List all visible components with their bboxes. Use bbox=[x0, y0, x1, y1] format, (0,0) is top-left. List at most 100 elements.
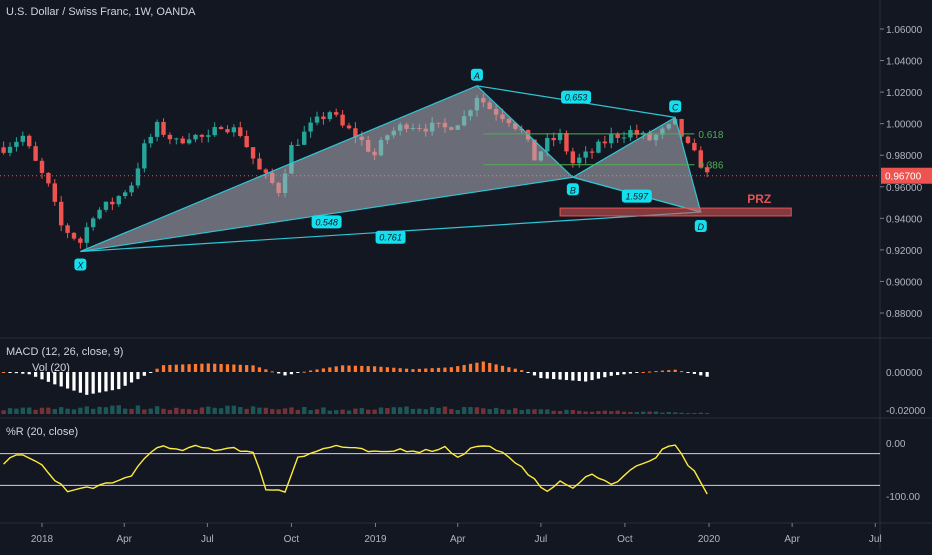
candle-body bbox=[161, 121, 166, 135]
macd-histogram-bar bbox=[513, 368, 517, 372]
volume-bar bbox=[282, 408, 288, 414]
macd-histogram-bar bbox=[392, 367, 396, 372]
candle-body bbox=[570, 151, 576, 164]
macd-histogram-bar bbox=[296, 372, 300, 373]
volume-bar bbox=[193, 409, 198, 414]
macd-histogram-bar bbox=[353, 365, 357, 372]
volume-bar bbox=[302, 407, 307, 414]
candle-body bbox=[142, 143, 147, 169]
candle-body bbox=[71, 232, 77, 239]
macd-histogram-bar bbox=[481, 361, 485, 372]
volume-bar bbox=[27, 407, 32, 414]
candle-body bbox=[327, 112, 333, 120]
macd-histogram-bar bbox=[347, 365, 351, 372]
volume-bar bbox=[589, 411, 595, 414]
volume-bar bbox=[442, 406, 448, 414]
macd-histogram-bar bbox=[65, 372, 70, 389]
macd-histogram-bar bbox=[577, 372, 581, 382]
macd-histogram-bar bbox=[270, 371, 274, 373]
time-tick-label: Jul bbox=[534, 534, 547, 545]
macd-title[interactable]: MACD (12, 26, close, 9) bbox=[6, 346, 124, 358]
candle-body bbox=[602, 141, 608, 144]
wr-title[interactable]: %R (20, close) bbox=[6, 426, 79, 438]
volume-bar bbox=[225, 405, 230, 414]
macd-histogram-bar bbox=[616, 372, 620, 376]
volume-bar bbox=[685, 413, 691, 414]
macd-histogram-bar bbox=[97, 372, 102, 393]
volume-bar bbox=[174, 407, 179, 414]
price-tick-label: 0.88000 bbox=[886, 309, 923, 320]
macd-histogram-bar bbox=[385, 367, 389, 372]
volume-bar bbox=[634, 412, 640, 414]
volume-bar bbox=[1, 410, 6, 414]
macd-histogram-bar bbox=[155, 368, 159, 372]
candle-body bbox=[84, 227, 89, 243]
candle-body bbox=[199, 134, 205, 137]
volume-bar bbox=[84, 406, 89, 414]
macd-histogram-bar bbox=[85, 372, 89, 395]
volume-bar bbox=[71, 409, 77, 414]
volume-bar bbox=[698, 412, 703, 414]
candle-body bbox=[263, 169, 269, 173]
volume-bar bbox=[493, 407, 499, 414]
macd-histogram-bar bbox=[705, 372, 709, 377]
macd-histogram-bar bbox=[654, 371, 658, 373]
time-tick-label: Apr bbox=[450, 534, 466, 545]
candle-body bbox=[634, 130, 640, 135]
ratio-label: 1.597 bbox=[626, 192, 650, 202]
volume-bar bbox=[314, 409, 320, 414]
volume-bar bbox=[660, 412, 665, 414]
symbol-title[interactable]: U.S. Dollar / Swiss Franc, 1W, OANDA bbox=[6, 6, 196, 18]
macd-histogram-bar bbox=[8, 372, 12, 373]
axes: 1.06000 1.04000 1.02000 1.00000 0.98000 0.960… bbox=[31, 25, 932, 545]
macd-histogram-bar bbox=[622, 372, 626, 375]
volume-bar bbox=[653, 411, 659, 414]
macd-histogram-bar bbox=[309, 370, 313, 372]
volume-bar bbox=[199, 407, 205, 414]
fib-level-label: 0.618 bbox=[698, 130, 723, 141]
volume-bar bbox=[487, 409, 492, 414]
volume-bar bbox=[148, 408, 153, 414]
price-tick-label: 0.96000 bbox=[886, 183, 923, 194]
macd-histogram-bar bbox=[596, 372, 601, 379]
macd-histogram-bar bbox=[430, 368, 434, 372]
macd-histogram-bar bbox=[545, 372, 549, 379]
volume-bar bbox=[231, 405, 237, 414]
macd-histogram-bar bbox=[436, 367, 441, 372]
macd-histogram-bar bbox=[245, 365, 249, 372]
volume-bar bbox=[679, 412, 684, 414]
volume-bar bbox=[449, 409, 454, 414]
macd-histogram-bar bbox=[673, 369, 677, 372]
volume-bar bbox=[346, 410, 352, 414]
macd-histogram-bar bbox=[14, 372, 19, 374]
candle-body bbox=[193, 134, 198, 140]
time-tick-label: Jul bbox=[201, 534, 214, 545]
volume-bar bbox=[135, 405, 141, 414]
candle-body bbox=[314, 116, 320, 123]
macd-histogram-bar bbox=[628, 372, 633, 374]
macd-histogram-bar bbox=[417, 368, 421, 372]
wr-tick-label: 0.00 bbox=[886, 439, 906, 450]
vol-title[interactable]: Vol (20) bbox=[32, 362, 70, 374]
macd-histogram-bar bbox=[53, 372, 57, 385]
candle-body bbox=[225, 129, 230, 133]
macd-histogram-bar bbox=[91, 372, 95, 394]
candle-body bbox=[583, 151, 588, 158]
volume-bar bbox=[378, 407, 384, 414]
price-tick-label: 1.04000 bbox=[886, 57, 923, 68]
macd-histogram-bar bbox=[372, 366, 377, 372]
macd-histogram-bar bbox=[641, 372, 645, 373]
macd-histogram-bar bbox=[667, 370, 671, 372]
volume-bar bbox=[372, 409, 377, 414]
macd-histogram-bar bbox=[46, 372, 50, 382]
volume-bar bbox=[142, 409, 147, 414]
current-price-tag bbox=[881, 167, 932, 184]
volume-bar bbox=[110, 405, 115, 414]
candle-body bbox=[206, 135, 211, 137]
volume-bar bbox=[238, 407, 243, 414]
macd-histogram-bar bbox=[334, 366, 338, 372]
candle-body bbox=[545, 137, 550, 152]
candle-body bbox=[1, 147, 6, 153]
candle-body bbox=[557, 132, 563, 141]
